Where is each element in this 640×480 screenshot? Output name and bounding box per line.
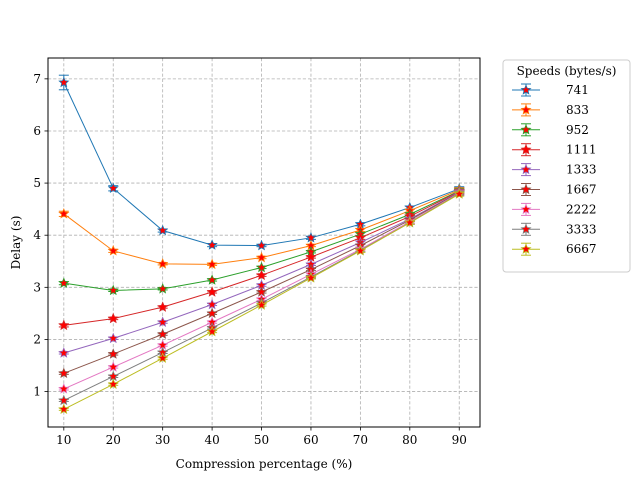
data-point	[206, 258, 218, 270]
data-point	[157, 301, 169, 312]
data-point	[255, 251, 268, 263]
data-point	[107, 284, 119, 296]
data-point	[107, 378, 119, 389]
data-point	[107, 332, 119, 344]
data-point	[58, 403, 70, 414]
legend-items: 741 833 952 1111 1333 1667 2222 3333 6667	[512, 83, 597, 256]
data-point	[404, 216, 416, 228]
data-point	[206, 286, 218, 297]
y-tick-label: 5	[33, 176, 41, 190]
legend-marker	[520, 223, 532, 235]
legend-item-833: 833	[512, 103, 589, 117]
data-point	[58, 76, 70, 88]
x-tick-label: 40	[204, 433, 219, 447]
grid-lines	[48, 58, 480, 427]
data-point	[157, 283, 169, 294]
data-point	[157, 316, 169, 327]
data-point	[255, 299, 268, 310]
data-point	[157, 258, 169, 269]
x-tick-label: 10	[56, 433, 71, 447]
data-point	[157, 352, 169, 363]
x-tick-label: 80	[402, 433, 417, 447]
series-layer	[58, 74, 465, 414]
data-point	[255, 239, 268, 251]
legend-marker	[520, 183, 532, 195]
data-point	[58, 347, 70, 358]
legend-label: 3333	[566, 222, 597, 236]
legend-label: 833	[566, 103, 589, 117]
x-tick-label: 70	[353, 433, 368, 447]
y-tick-label: 1	[33, 385, 41, 399]
data-point	[157, 328, 169, 339]
legend-marker	[520, 203, 532, 215]
y-tick-label: 3	[33, 280, 41, 294]
y-axis-label: Delay (s)	[9, 216, 23, 270]
data-point	[107, 361, 119, 372]
data-point	[206, 307, 218, 319]
series-1111	[58, 185, 465, 331]
legend-marker	[520, 163, 532, 175]
legend-item-1111: 1111	[512, 143, 597, 157]
legend-marker	[520, 243, 532, 254]
legend-label: 1333	[566, 163, 597, 177]
legend: Speeds (bytes/s) 741 833 952 1111 1333 1667 22…	[502, 59, 631, 273]
y-tick-label: 7	[33, 72, 41, 86]
data-point	[58, 383, 70, 394]
legend-label: 952	[566, 123, 589, 137]
x-tick-label: 60	[303, 433, 318, 447]
y-tick-label: 4	[33, 228, 41, 242]
legend-label: 2222	[566, 202, 597, 216]
legend-label: 1667	[566, 183, 597, 197]
data-point	[58, 277, 70, 288]
x-tick-label: 30	[155, 433, 170, 447]
data-point	[58, 319, 70, 331]
data-point	[107, 312, 119, 324]
data-point	[305, 272, 317, 283]
data-point	[107, 245, 119, 256]
legend-title: Speeds (bytes/s)	[517, 64, 617, 78]
legend-marker	[520, 84, 532, 95]
legend-item-2222: 2222	[512, 202, 597, 216]
data-point	[107, 182, 119, 194]
legend-item-952: 952	[512, 123, 589, 137]
legend-label: 741	[566, 83, 589, 97]
legend-item-1333: 1333	[512, 163, 597, 177]
legend-marker	[520, 143, 532, 155]
data-point	[354, 245, 366, 256]
y-tick-label: 2	[33, 332, 41, 346]
data-point	[453, 188, 465, 199]
data-point	[58, 208, 70, 219]
data-point	[206, 298, 218, 310]
legend-item-6667: 6667	[512, 242, 597, 256]
data-point	[255, 269, 268, 281]
x-tick-label: 20	[106, 433, 121, 447]
legend-marker	[520, 123, 532, 135]
x-axis-label: Compression percentage (%)	[176, 457, 353, 471]
data-point	[58, 367, 70, 379]
legend-box	[502, 59, 631, 273]
x-tick-label: 90	[452, 433, 467, 447]
data-point	[107, 348, 119, 359]
legend-item-3333: 3333	[512, 222, 597, 236]
data-point	[157, 224, 169, 236]
plot-frame	[47, 57, 481, 428]
data-point	[206, 325, 218, 337]
legend-item-1667: 1667	[512, 183, 597, 197]
legend-label: 1111	[566, 143, 597, 157]
data-point	[206, 239, 218, 250]
legend-marker	[520, 104, 532, 115]
data-point	[58, 394, 70, 406]
data-point	[206, 274, 218, 285]
legend-label: 6667	[566, 242, 597, 256]
legend-item-741: 741	[512, 83, 589, 97]
axis-ticks: 10 20 30 40 50 60 70 80 90 1 2 3 4 5 6 7	[33, 72, 467, 447]
x-tick-label: 50	[254, 433, 269, 447]
series-6667	[58, 188, 465, 414]
y-tick-label: 6	[33, 124, 41, 138]
